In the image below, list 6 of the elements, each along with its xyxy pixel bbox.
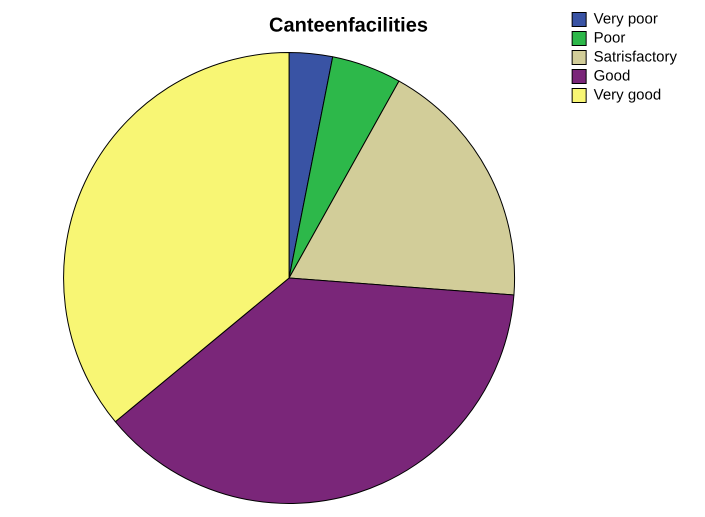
legend-label: Satrisfactory <box>594 48 678 66</box>
chart-title: Canteenfacilities <box>269 14 428 37</box>
legend-label: Good <box>594 68 630 85</box>
legend-label: Very good <box>594 86 662 104</box>
legend-label: Poor <box>594 30 626 47</box>
legend-label: Very poor <box>594 10 658 28</box>
